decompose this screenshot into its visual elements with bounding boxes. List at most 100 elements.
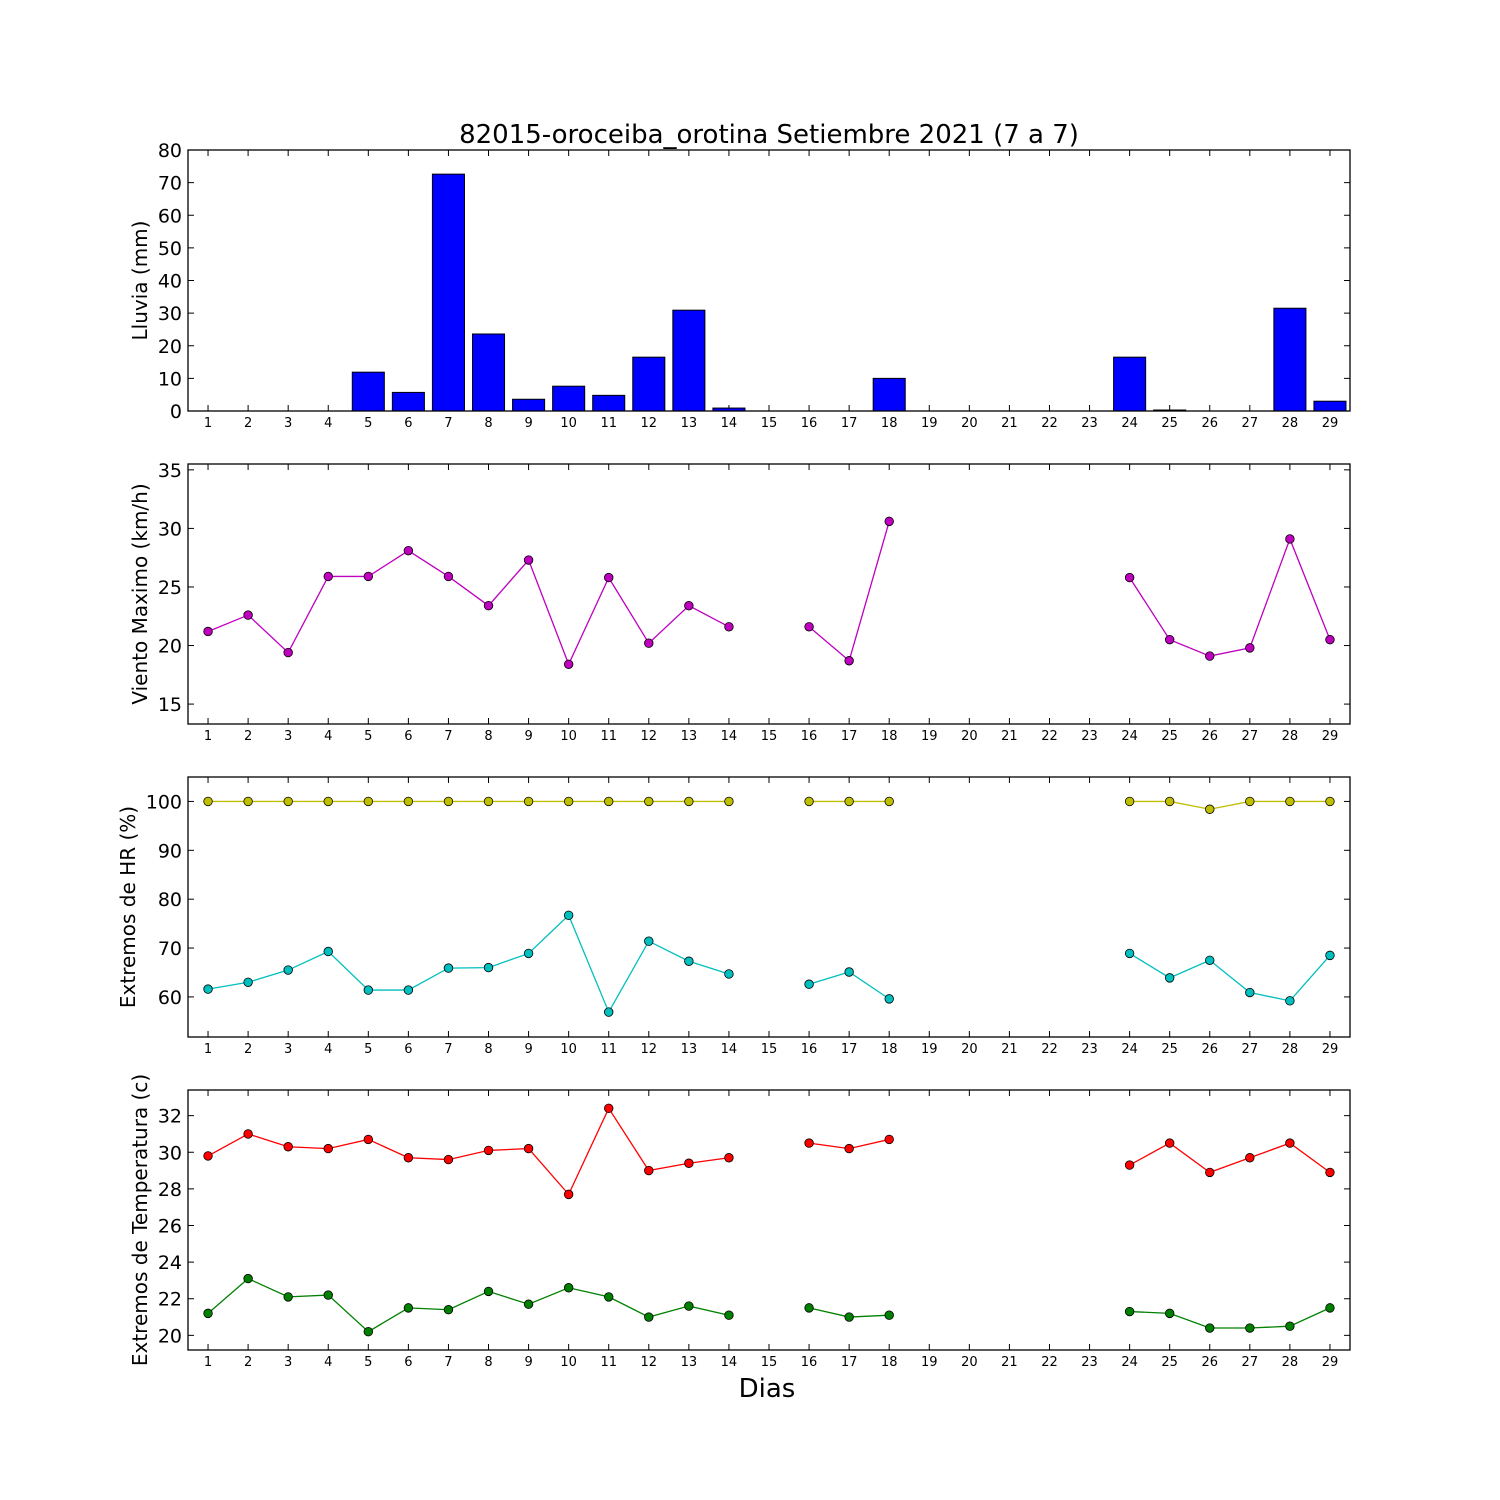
series-1-point-day-3 [283, 1142, 293, 1152]
series-1-point-day-4 [323, 571, 333, 582]
series-2-point-day-18 [884, 994, 894, 1004]
x-tick-label: 1 [204, 1042, 212, 1057]
y-tick-label: 80 [158, 889, 182, 911]
x-tick-label: 18 [881, 1042, 898, 1057]
x-tick-label: 7 [444, 416, 452, 431]
x-tick-label: 16 [801, 416, 818, 431]
series-1-point-day-24 [1124, 572, 1135, 583]
x-tick-label: 11 [600, 416, 617, 431]
x-tick-label: 14 [721, 416, 738, 431]
series-2-point-day-4 [323, 946, 333, 957]
y-tick-label: 50 [158, 238, 182, 260]
x-tick-label: 18 [881, 1355, 898, 1370]
series-2-point-day-5 [363, 1326, 374, 1337]
y-tick-label: 80 [158, 140, 182, 162]
y-tick-label: 28 [158, 1179, 182, 1201]
series-1-point-day-28 [1285, 534, 1295, 544]
y-tick-label: 20 [158, 636, 182, 658]
y-tick-label: 70 [158, 938, 182, 960]
series-1-point-day-3 [283, 647, 293, 658]
x-tick-label: 7 [444, 729, 452, 744]
series-2-point-day-17 [844, 967, 854, 977]
x-tick-label: 10 [560, 729, 577, 744]
series-2-line [207, 914, 730, 1014]
rain-bar-day-29 [1313, 400, 1347, 412]
rain-bar-day-10 [552, 385, 586, 412]
series-1-point-day-24 [1124, 796, 1135, 807]
x-tick-label: 2 [244, 729, 252, 744]
x-tick-label: 16 [801, 729, 818, 744]
rain-bar-day-12 [632, 356, 666, 412]
x-tick-label: 11 [600, 729, 617, 744]
chart-title: 82015-oroceiba_orotina Setiembre 2021 (7… [459, 120, 1079, 150]
series-2-point-day-3 [283, 965, 293, 975]
x-tick-label: 15 [761, 1355, 778, 1370]
series-1-line [1129, 1142, 1331, 1174]
y-axis-label: Viento Maximo (km/h) [128, 483, 152, 704]
x-tick-label: 21 [1001, 416, 1018, 431]
rain-bar-day-28 [1273, 307, 1307, 412]
x-tick-label: 12 [641, 1042, 658, 1057]
series-1-point-day-13 [684, 796, 694, 807]
y-tick-label: 40 [158, 271, 182, 293]
x-tick-label: 29 [1322, 1355, 1339, 1370]
x-tick-label: 13 [681, 1355, 698, 1370]
x-tick-label: 4 [324, 1355, 332, 1370]
series-1-point-day-8 [483, 601, 494, 611]
x-tick-label: 25 [1161, 416, 1178, 431]
axes-frame [187, 776, 1351, 1038]
x-tick-label: 23 [1081, 729, 1098, 744]
y-axis-label: Extremos de HR (%) [116, 806, 140, 1008]
x-tick-label: 19 [921, 729, 938, 744]
x-tick-label: 26 [1201, 1042, 1218, 1057]
rain-bar-day-18 [872, 377, 906, 412]
series-2-point-day-25 [1164, 973, 1175, 983]
series-1-point-day-11 [604, 1103, 614, 1114]
x-axis-label: Dias [739, 1374, 796, 1404]
x-tick-label: 6 [404, 1042, 412, 1057]
series-1-point-day-18 [884, 1134, 894, 1145]
series-1-point-day-28 [1285, 1138, 1295, 1148]
rain-bar-day-5 [351, 371, 385, 412]
series-2-point-day-6 [403, 985, 414, 995]
x-tick-label: 24 [1121, 1042, 1138, 1057]
series-1-point-day-7 [443, 571, 454, 582]
y-tick-label: 30 [158, 303, 182, 325]
series-2-point-day-24 [1124, 948, 1135, 959]
y-tick-label: 32 [158, 1106, 182, 1128]
series-1-point-day-17 [844, 1143, 854, 1154]
series-1-point-day-7 [443, 796, 454, 807]
x-tick-label: 17 [841, 729, 858, 744]
series-1-point-day-17 [844, 656, 854, 666]
x-tick-label: 2 [244, 1042, 252, 1057]
axes-frame [187, 149, 1351, 412]
x-tick-label: 2 [244, 416, 252, 431]
x-tick-label: 22 [1041, 1355, 1058, 1370]
series-1-point-day-11 [604, 796, 614, 807]
x-tick-label: 6 [404, 729, 412, 744]
x-tick-label: 20 [961, 1355, 978, 1370]
x-tick-label: 14 [721, 1355, 738, 1370]
series-2-point-day-8 [483, 1286, 494, 1297]
x-tick-label: 9 [524, 1042, 532, 1057]
x-tick-label: 21 [1001, 729, 1018, 744]
x-tick-label: 16 [801, 1042, 818, 1057]
x-tick-label: 19 [921, 416, 938, 431]
x-tick-label: 27 [1242, 1042, 1259, 1057]
x-tick-label: 23 [1081, 416, 1098, 431]
series-2-point-day-11 [604, 1007, 614, 1017]
x-tick-label: 28 [1282, 729, 1299, 744]
x-tick-label: 8 [484, 1042, 492, 1057]
series-1-point-day-16 [804, 796, 814, 807]
x-tick-label: 8 [484, 416, 492, 431]
series-1-point-day-8 [483, 1145, 494, 1156]
axes-frame [187, 1089, 1351, 1351]
series-1-point-day-5 [363, 796, 374, 807]
rain-bar-day-7 [431, 173, 465, 412]
rain-bar-day-24 [1113, 356, 1147, 412]
x-tick-label: 27 [1242, 729, 1259, 744]
series-1-point-day-25 [1164, 796, 1175, 807]
